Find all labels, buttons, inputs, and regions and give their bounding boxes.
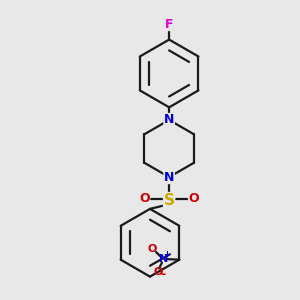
Text: +: +: [164, 250, 170, 259]
Text: F: F: [165, 18, 173, 31]
Text: N: N: [164, 171, 174, 184]
Text: O: O: [148, 244, 157, 254]
Text: S: S: [164, 193, 175, 208]
Text: N: N: [164, 113, 174, 127]
Text: O: O: [154, 267, 163, 277]
Text: O: O: [188, 192, 199, 205]
Text: -: -: [160, 268, 165, 281]
Text: N: N: [158, 254, 168, 264]
Text: O: O: [140, 192, 150, 205]
